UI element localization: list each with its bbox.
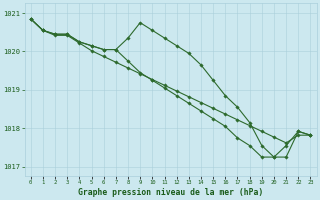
- X-axis label: Graphe pression niveau de la mer (hPa): Graphe pression niveau de la mer (hPa): [78, 188, 263, 197]
